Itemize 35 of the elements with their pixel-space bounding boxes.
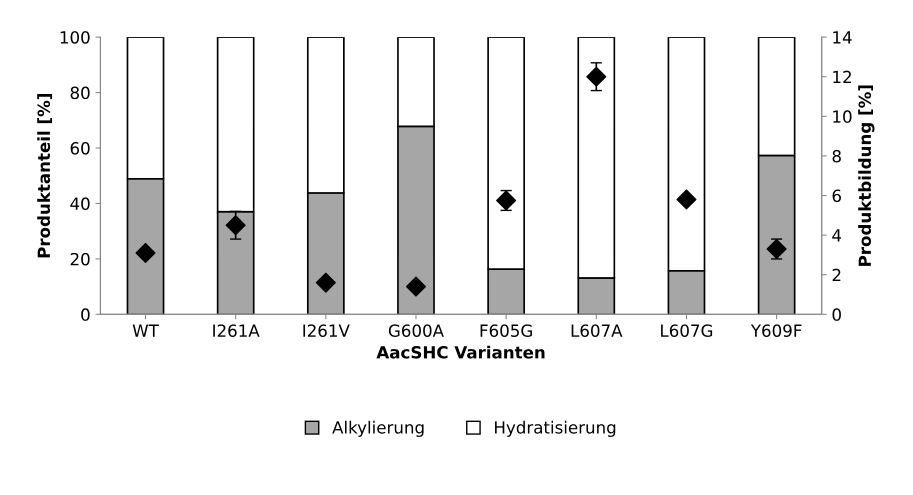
point [676,189,696,210]
y-tick-label: 40 [70,197,90,210]
point [226,215,246,236]
point [136,242,156,263]
y2-tick-label: 4 [832,229,842,242]
y-tick-label: 80 [70,86,90,100]
y2-tick-label: 0 [832,308,841,321]
y2-axis-title: Produktbildung [%] [858,85,874,266]
x-tick-label: I261V [303,324,350,337]
point [496,190,516,210]
point [316,272,336,293]
point [766,238,787,259]
legend-label: Alkylierung [332,420,424,437]
y2-tick-label: 2 [832,268,840,282]
x-tick-label: L607G [661,324,712,337]
point [586,66,606,87]
y-tick-label: 20 [70,252,90,266]
x-tick-label: G600A [388,324,444,337]
x-tick-label: F605G [480,324,532,337]
x-tick-label: Y609F [750,324,802,337]
y-axis-title: Produktanteil [%] [37,94,52,258]
y2-tick-label: 6 [832,189,841,202]
x-tick-label: WT [132,324,159,337]
y-tick-label: 60 [70,142,90,155]
y2-tick-label: 10 [833,110,852,123]
x-tick-label: I261A [213,324,260,337]
x-tick-label: L607A [572,324,622,337]
y2-tick-label: 14 [833,31,852,44]
legend-label: Hydratisierung [495,420,616,437]
point [406,276,426,297]
y-tick-label: 0 [81,308,90,321]
y2-tick-label: 12 [833,70,851,84]
x-axis-title: AacSHC Varianten [376,346,544,359]
y2-tick-label: 8 [832,150,841,162]
y-tick-label: 100 [60,31,90,44]
